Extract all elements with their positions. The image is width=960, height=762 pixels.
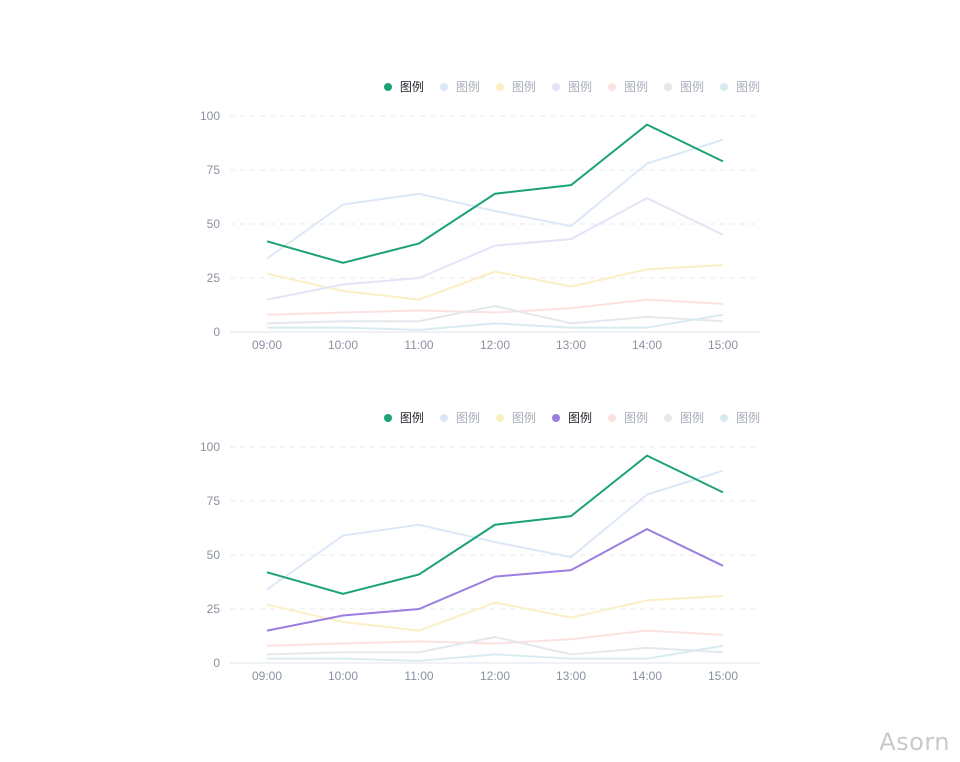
x-tick-label: 14:00 (632, 669, 662, 683)
x-tick-label: 12:00 (480, 338, 510, 352)
legend-label: 图例 (455, 411, 480, 425)
y-tick-label: 0 (213, 656, 220, 670)
legend-label: 图例 (567, 411, 592, 425)
line-chart-2: 图例 图例 图例 图例 图例 图例 图例 0 25 50 75 100 09:00 10:00 11:00… (0, 401, 960, 701)
series-line-5 (266, 298, 724, 316)
legend-item-2[interactable]: 图例 (439, 78, 480, 95)
y-tick-label: 50 (207, 217, 221, 231)
legend-dot-icon (383, 413, 392, 422)
legend-item-1[interactable]: 图例 (383, 78, 424, 95)
series-line-1 (266, 454, 724, 595)
legend-label: 图例 (399, 80, 424, 94)
legend-item-3[interactable]: 图例 (495, 409, 536, 426)
x-tick-label: 15:00 (708, 338, 738, 352)
legend-dot-icon (383, 82, 392, 91)
legend-dot-icon (495, 413, 504, 422)
legend-item-6[interactable]: 图例 (663, 78, 704, 95)
legend-dot-icon (439, 82, 448, 91)
watermark: Asorn (879, 728, 950, 756)
line-chart-1: 图例 图例 图例 图例 图例 图例 图例 0 25 50 75 100 09:00 10:00 11:00… (0, 70, 960, 370)
y-tick-label: 0 (213, 325, 220, 339)
chart-plot-area: 0 25 50 75 100 09:00 10:00 11:00 12:00 13:00 14:00… (200, 440, 760, 683)
x-tick-label: 13:00 (556, 338, 586, 352)
legend-label: 图例 (679, 80, 704, 94)
series-line-2 (266, 469, 724, 591)
x-tick-label: 10:00 (328, 338, 358, 352)
legend-dot-icon (551, 82, 560, 91)
legend-label: 图例 (623, 411, 648, 425)
legend-item-1[interactable]: 图例 (383, 409, 424, 426)
x-tick-label: 14:00 (632, 338, 662, 352)
y-tick-label: 25 (207, 602, 221, 616)
series-line-3 (266, 264, 724, 301)
legend-dot-icon (663, 82, 672, 91)
legend-dot-icon (719, 413, 728, 422)
legend-item-6[interactable]: 图例 (663, 409, 704, 426)
legend-dot-icon (607, 82, 616, 91)
y-tick-label: 25 (207, 271, 221, 285)
x-tick-label: 11:00 (404, 338, 433, 352)
x-tick-label: 13:00 (556, 669, 586, 683)
legend-label: 图例 (511, 411, 536, 425)
legend-item-5[interactable]: 图例 (607, 409, 648, 426)
x-tick-label: 09:00 (252, 338, 282, 352)
legend-label: 图例 (399, 411, 424, 425)
y-tick-label: 75 (207, 163, 221, 177)
series-line-5 (266, 629, 724, 647)
series-line-6 (266, 636, 724, 656)
legend-item-3[interactable]: 图例 (495, 78, 536, 95)
x-tick-label: 11:00 (404, 669, 433, 683)
legend-label: 图例 (679, 411, 704, 425)
series-line-2 (266, 138, 724, 260)
legend-label: 图例 (567, 80, 592, 94)
x-tick-label: 15:00 (708, 669, 738, 683)
legend-dot-icon (663, 413, 672, 422)
series-line-7 (267, 313, 724, 331)
legend-item-7[interactable]: 图例 (719, 78, 760, 95)
y-tick-label: 100 (200, 109, 220, 123)
legend-item-4[interactable]: 图例 (551, 409, 592, 426)
x-tick-label: 09:00 (252, 669, 282, 683)
series-line-4 (266, 527, 724, 632)
legend-item-4[interactable]: 图例 (551, 78, 592, 95)
legend-item-7[interactable]: 图例 (719, 409, 760, 426)
y-tick-label: 75 (207, 494, 221, 508)
legend-label: 图例 (455, 80, 480, 94)
legend-label: 图例 (623, 80, 648, 94)
series-line-3 (266, 595, 724, 632)
series-line-4 (266, 196, 724, 301)
legend-dot-icon (551, 413, 560, 422)
series-line-6 (266, 305, 724, 325)
legend-label: 图例 (735, 80, 760, 94)
x-tick-label: 10:00 (328, 669, 358, 683)
legend-dot-icon (719, 82, 728, 91)
legend-item-5[interactable]: 图例 (607, 78, 648, 95)
series-line-7 (267, 644, 724, 662)
legend-dot-icon (439, 413, 448, 422)
legend-dot-icon (495, 82, 504, 91)
y-tick-label: 50 (207, 548, 221, 562)
chart-plot-area: 0 25 50 75 100 09:00 10:00 11:00 12:00 13:00 14:00… (200, 109, 760, 352)
legend-item-2[interactable]: 图例 (439, 409, 480, 426)
y-tick-label: 100 (200, 440, 220, 454)
chart-legend: 图例 图例 图例 图例 图例 图例 图例 (383, 78, 760, 95)
legend-dot-icon (607, 413, 616, 422)
chart-legend: 图例 图例 图例 图例 图例 图例 图例 (383, 409, 760, 426)
x-tick-label: 12:00 (480, 669, 510, 683)
series-line-1 (266, 123, 724, 264)
legend-label: 图例 (511, 80, 536, 94)
legend-label: 图例 (735, 411, 760, 425)
